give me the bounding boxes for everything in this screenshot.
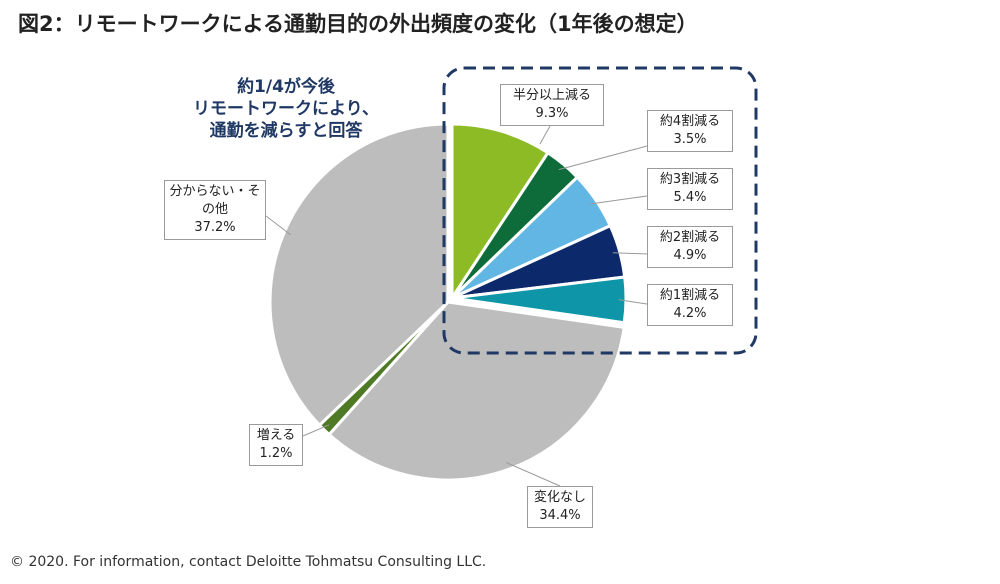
- slice-label-value: 37.2%: [194, 220, 236, 235]
- slice-label: 約1割減る 4.2%: [647, 284, 733, 326]
- slice-label: 約3割減る 5.4%: [647, 168, 733, 210]
- leader-line: [558, 145, 648, 171]
- slice-label: 約2割減る 4.9%: [647, 226, 733, 268]
- slice-label: 約4割減る 3.5%: [647, 110, 733, 152]
- slice-label: 半分以上減る 9.3%: [500, 84, 604, 126]
- slice-label-name: 半分以上減る: [512, 88, 591, 103]
- slice-label-name: の他: [201, 202, 228, 217]
- slice-label-name: 約3割減る: [659, 172, 721, 187]
- highlight-frame: [442, 66, 758, 355]
- slice-label: 分からない・そ の他 37.2%: [164, 180, 266, 240]
- slice-label-name: 約2割減る: [659, 230, 721, 245]
- callout-line: 通勤を減らすと回答: [209, 121, 363, 141]
- leader-line: [590, 195, 648, 205]
- chart-title: 図2：リモートワークによる通勤目的の外出頻度の変化（1年後の想定）: [18, 12, 698, 36]
- leader-line: [618, 299, 648, 305]
- callout-line: リモートワークにより、: [193, 99, 379, 119]
- leader-line: [612, 252, 648, 255]
- leader-line: [506, 462, 561, 487]
- slice-label-value: 9.3%: [535, 106, 569, 121]
- slice-label: 増える 1.2%: [249, 424, 303, 466]
- slice-label-name: 約1割減る: [659, 288, 721, 303]
- slice-label-name: 変化なし: [533, 490, 586, 505]
- callout-text: 約1/4が今後 リモートワークにより、 通勤を減らすと回答: [186, 76, 386, 142]
- slice-label-value: 5.4%: [673, 190, 707, 205]
- leader-line: [302, 424, 330, 437]
- callout-line: 約1/4が今後: [237, 77, 335, 97]
- slice-label-value: 34.4%: [539, 508, 581, 523]
- slice-label-value: 4.2%: [673, 306, 707, 321]
- slice-label-value: 3.5%: [673, 132, 707, 147]
- slice-label-name: 増える: [256, 428, 296, 443]
- copyright-footer: © 2020. For information, contact Deloitt…: [10, 554, 487, 570]
- slice-label-value: 4.9%: [673, 248, 707, 263]
- pie-slice: [268, 122, 450, 428]
- leader-line: [539, 125, 551, 145]
- slice-label-name: 約4割減る: [659, 114, 721, 129]
- slice-label-name: 分からない・そ: [169, 184, 261, 199]
- pie-slice: [327, 300, 626, 482]
- pie-slice: [451, 275, 628, 325]
- leader-line: [265, 215, 292, 236]
- slice-label: 変化なし 34.4%: [527, 486, 593, 528]
- slice-label-value: 1.2%: [259, 446, 293, 461]
- pie-slice: [450, 122, 550, 303]
